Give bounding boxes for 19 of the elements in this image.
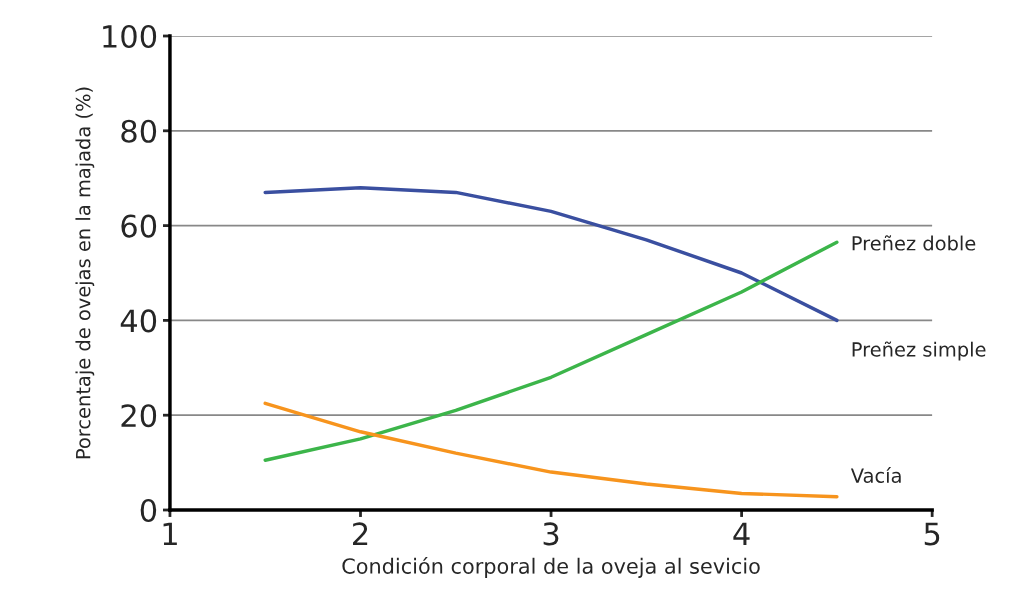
x-axis-title: Condición corporal de la oveja al sevicio	[342, 556, 760, 578]
series-label: Preñez doble	[852, 235, 976, 251]
y-tick-label: 100	[103, 24, 157, 49]
x-tick-label: 4	[733, 522, 750, 546]
x-tick-label: 5	[924, 522, 940, 546]
y-tick-label: 80	[121, 119, 157, 143]
series-label: Vacía	[850, 467, 901, 483]
y-tick-label: 40	[120, 309, 157, 333]
y-tick-label: 20	[121, 404, 157, 428]
line-series	[263, 401, 839, 499]
line-series	[263, 185, 839, 323]
x-tick-label: 1	[163, 522, 177, 546]
line-series	[263, 240, 839, 462]
y-axis-title: Porcentaje de ovejas en la majada (%)	[75, 87, 95, 459]
x-tick-label: 3	[543, 522, 559, 546]
x-tick-label: 2	[353, 522, 368, 546]
y-tick-label: 0	[140, 498, 157, 523]
series-label: Preñez simple	[852, 341, 986, 361]
y-tick-label: 60	[121, 214, 157, 238]
